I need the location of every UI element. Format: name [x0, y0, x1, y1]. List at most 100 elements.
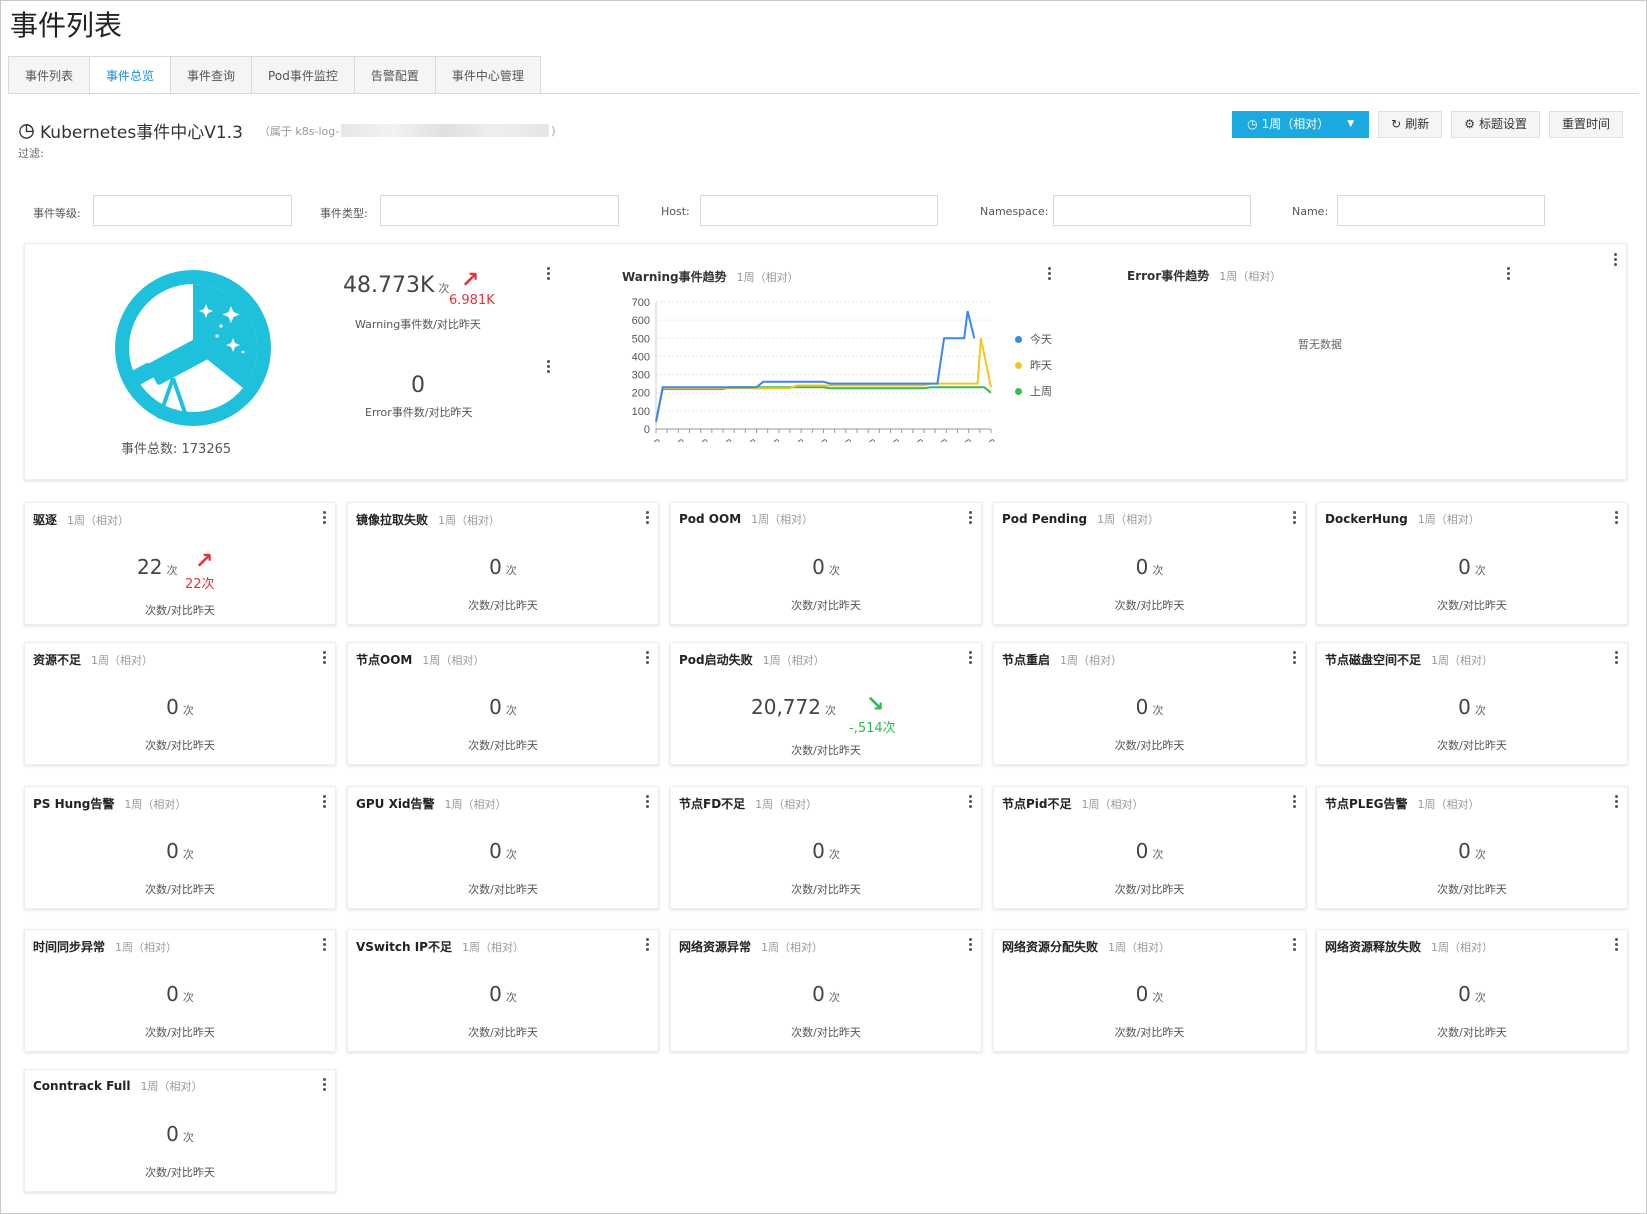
tab-event-center-admin[interactable]: 事件中心管理: [434, 56, 541, 94]
card-title-text: 节点PLEG告警: [1325, 797, 1408, 811]
title-settings-label: 标题设置: [1478, 117, 1527, 131]
x-tick-label: 02-24: [937, 437, 963, 442]
card-caption: 次数/对比昨天: [1437, 883, 1507, 896]
time-range-button[interactable]: ◷ 1周（相对） ▼: [1232, 111, 1370, 138]
title-settings-button[interactable]: ⚙ 标题设置: [1451, 111, 1540, 138]
card-menu-icon[interactable]: [323, 651, 327, 666]
card-menu-icon[interactable]: [323, 795, 327, 810]
warning-trend-chart: 700600500400300200100002-1802-1902-1902-…: [632, 297, 1009, 442]
card-value-number: 0: [1135, 982, 1149, 1006]
card-menu-icon[interactable]: [646, 795, 650, 810]
card-menu-icon[interactable]: [1615, 651, 1619, 666]
error-stat-menu-icon[interactable]: [547, 360, 551, 375]
refresh-button[interactable]: ↻ 刷新: [1378, 111, 1443, 138]
filter-label: 过滤:: [18, 147, 44, 160]
card-value-unit: 次: [505, 848, 517, 861]
x-tick-label: 02-19: [698, 437, 724, 442]
card-value-unit: 次: [828, 991, 840, 1004]
error-count-value: 0: [411, 373, 425, 398]
card-caption: 次数/对比昨天: [791, 599, 861, 612]
card-time-range: 1周（相对）: [751, 513, 814, 526]
card-value-unit: 次: [166, 564, 178, 577]
card-value-number: 0: [1458, 695, 1471, 719]
card-value-unit: 次: [1474, 704, 1486, 717]
redacted-project-name: [341, 124, 550, 137]
card-delta: -,514次: [849, 721, 896, 736]
card-time-range: 1周（相对）: [140, 1080, 203, 1093]
card-title: 节点Pid不足 1周（相对）: [1002, 795, 1144, 812]
card-menu-icon[interactable]: [1293, 795, 1297, 810]
refresh-icon: ↻: [1391, 117, 1402, 131]
card-menu-icon[interactable]: [646, 938, 650, 953]
card-title-text: 节点FD不足: [679, 797, 746, 811]
namespace-input[interactable]: [1053, 195, 1251, 226]
tab-event-overview[interactable]: 事件总览: [89, 56, 172, 94]
event-level-input[interactable]: [93, 195, 292, 226]
card-menu-icon[interactable]: [969, 938, 973, 953]
x-tick-label: 02-18: [650, 437, 676, 442]
card-title-text: Pod Pending: [1002, 512, 1088, 526]
event-card: 网络资源异常 1周（相对） 0 次次数/对比昨天: [670, 929, 982, 1052]
host-input[interactable]: [700, 195, 938, 226]
card-menu-icon[interactable]: [969, 511, 973, 526]
tab-pod-event-monitor[interactable]: Pod事件监控: [251, 56, 355, 94]
tab-event-list[interactable]: 事件列表: [8, 56, 91, 94]
card-menu-icon[interactable]: [1615, 938, 1619, 953]
card-menu-icon[interactable]: [969, 651, 973, 666]
name-input[interactable]: [1337, 195, 1545, 226]
card-title: PS Hung告警 1周（相对）: [33, 795, 186, 812]
card-menu-icon[interactable]: [1293, 651, 1297, 666]
warning-stat-menu-icon[interactable]: [547, 267, 551, 282]
warning-chart-menu-icon[interactable]: [1048, 267, 1052, 282]
legend-item-yesterday[interactable]: 昨天: [1015, 352, 1052, 378]
card-menu-icon[interactable]: [1615, 511, 1619, 526]
dashboard-owner: （属于 k8s-log- ）: [259, 123, 562, 139]
owner-prefix: （属于 k8s-log-: [258, 124, 340, 138]
card-value-unit: 次: [505, 704, 517, 717]
card-menu-icon[interactable]: [1293, 938, 1297, 953]
card-menu-icon[interactable]: [646, 511, 650, 526]
tab-event-query[interactable]: 事件查询: [170, 56, 253, 94]
card-time-range: 1周（相对）: [762, 654, 825, 667]
card-time-range: 1周（相对）: [67, 514, 130, 527]
error-chart-sub: 1周（相对）: [1219, 270, 1282, 283]
card-delta: 22次: [185, 577, 215, 592]
card-value-number: 0: [1135, 555, 1149, 579]
error-chart-title-text: Error事件趋势: [1127, 269, 1210, 283]
card-title-text: 网络资源释放失败: [1325, 940, 1422, 954]
y-tick-label: 600: [632, 315, 650, 327]
card-menu-icon[interactable]: [1615, 795, 1619, 810]
namespace-label: Namespace:: [980, 205, 1049, 218]
event-type-label: 事件类型:: [320, 207, 368, 220]
legend-item-lastweek[interactable]: 上周: [1015, 378, 1052, 404]
card-menu-icon[interactable]: [323, 938, 327, 953]
overview-panel: 事件总数: 173265 48.773K 次 ↗ 6.981K Warning事件…: [24, 243, 1627, 480]
card-menu-icon[interactable]: [1293, 511, 1297, 526]
legend-item-today[interactable]: 今天: [1015, 326, 1052, 352]
error-chart-menu-icon[interactable]: [1507, 267, 1511, 282]
reset-time-button[interactable]: 重置时间: [1548, 111, 1623, 138]
card-value-number: 0: [1458, 982, 1471, 1006]
overview-panel-menu-icon[interactable]: [1614, 253, 1618, 268]
warning-chart-title: Warning事件趋势 1周（相对）: [622, 268, 799, 285]
card-menu-icon[interactable]: [969, 795, 973, 810]
card-caption: 次数/对比昨天: [1437, 739, 1507, 752]
x-tick-label: 02-25: [985, 437, 1009, 442]
card-menu-icon[interactable]: [646, 651, 650, 666]
tab-alert-config[interactable]: 告警配置: [353, 56, 436, 94]
card-menu-icon[interactable]: [323, 511, 327, 526]
card-value-number: 0: [489, 839, 502, 863]
card-value-number: 0: [1135, 839, 1149, 863]
card-caption: 次数/对比昨天: [145, 739, 215, 752]
card-title-text: Conntrack Full: [33, 1079, 131, 1093]
card-menu-icon[interactable]: [323, 1078, 327, 1093]
card-caption: 次数/对比昨天: [468, 739, 538, 752]
y-tick-label: 400: [632, 351, 650, 363]
event-card: Pod OOM 1周（相对） 0 次次数/对比昨天: [670, 502, 982, 625]
event-type-input[interactable]: [380, 195, 619, 226]
error-chart-title: Error事件趋势 1周（相对）: [1127, 267, 1281, 284]
card-value-unit: 次: [182, 991, 194, 1004]
